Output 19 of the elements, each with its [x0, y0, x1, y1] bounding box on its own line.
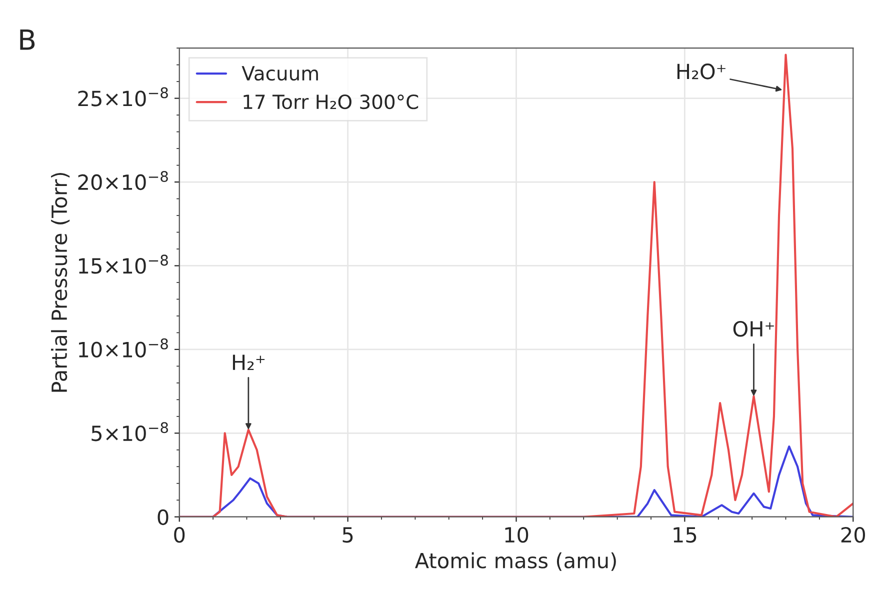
- y-tick-label: 25×10$^{−8}$: [78, 87, 168, 106]
- x-tick-label: 0: [174, 526, 185, 543]
- text: B: [20, 29, 35, 50]
- annotation: OH⁺: [733, 320, 774, 337]
- y-tick-label: 15×10$^{−8}$: [79, 254, 168, 274]
- legend-label: 17 Torr H₂O 300°C: [244, 94, 418, 110]
- y-tick-label: 10×10$^{−8}$: [79, 338, 168, 358]
- x-axis-title: Atomic mass (amu): [414, 552, 616, 571]
- y-tick-label: 20×10$^{−8}$: [78, 170, 168, 190]
- annotation: H₂O⁺: [677, 64, 726, 80]
- x-tick-label: 5: [342, 527, 353, 543]
- annotation: H₂⁺: [232, 354, 265, 370]
- y-axis-title: Partial Pressure (Torr): [51, 172, 70, 392]
- x-tick-label: 10: [505, 526, 528, 543]
- legend-label: Vacuum: [242, 66, 318, 81]
- x-tick-label: 20: [841, 526, 865, 543]
- y-tick-label: 0: [158, 509, 168, 526]
- y-tick-label: 5×10$^{−8}$: [92, 422, 168, 442]
- x-tick-label: 15: [674, 527, 696, 543]
